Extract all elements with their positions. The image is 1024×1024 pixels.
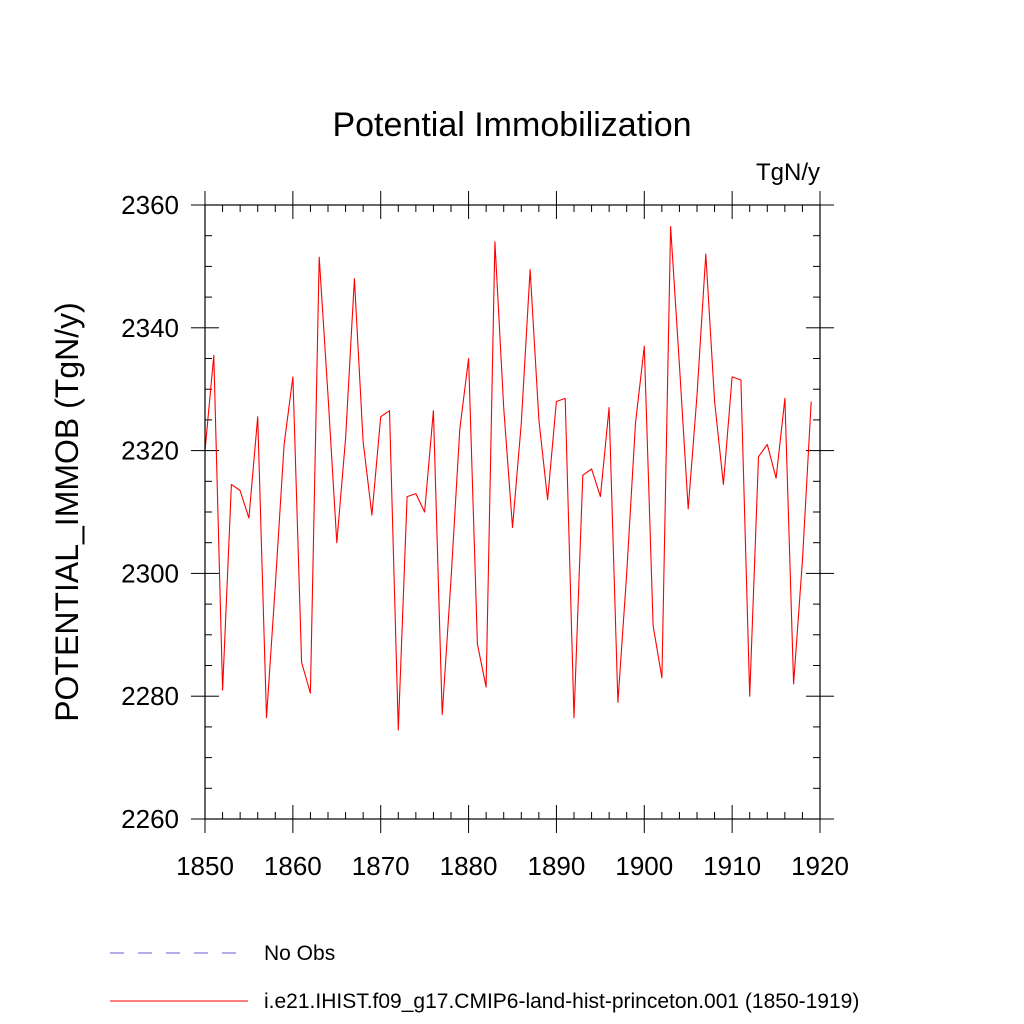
x-tick-label: 1910 <box>703 851 761 881</box>
series-layer <box>204 225 812 731</box>
x-tick-label: 1850 <box>176 851 234 881</box>
axis-ticks <box>191 191 834 833</box>
y-tick-label: 2280 <box>121 681 179 711</box>
series-line-1 <box>204 225 812 731</box>
x-tick-label: 1900 <box>615 851 673 881</box>
plot-frame <box>204 204 821 820</box>
units-label: TgN/y <box>756 159 820 186</box>
chart-title: Potential Immobilization <box>332 106 691 144</box>
y-tick-label: 2340 <box>121 313 179 343</box>
x-tick-label: 1870 <box>352 851 410 881</box>
legend-label-no-obs: No Obs <box>264 942 335 965</box>
legend: No Obs i.e21.IHIST.f09_g17.CMIP6-land-hi… <box>110 942 859 1013</box>
y-tick-label: 2300 <box>121 558 179 588</box>
y-tick-label: 2320 <box>121 436 179 466</box>
x-tick-label: 1880 <box>440 851 498 881</box>
x-tick-label: 1890 <box>528 851 586 881</box>
y-axis-label: POTENTIAL_IMMOB (TgN/y) <box>49 302 85 722</box>
legend-label-simulation: i.e21.IHIST.f09_g17.CMIP6-land-hist-prin… <box>264 990 859 1013</box>
x-tick-label: 1920 <box>791 851 849 881</box>
y-tick-label: 2260 <box>121 804 179 834</box>
tick-labels: 1850 1860 1870 1880 1890 1900 1910 1920 2260 2280… <box>121 190 849 881</box>
x-tick-label: 1860 <box>264 851 322 881</box>
y-tick-label: 2360 <box>121 190 179 220</box>
